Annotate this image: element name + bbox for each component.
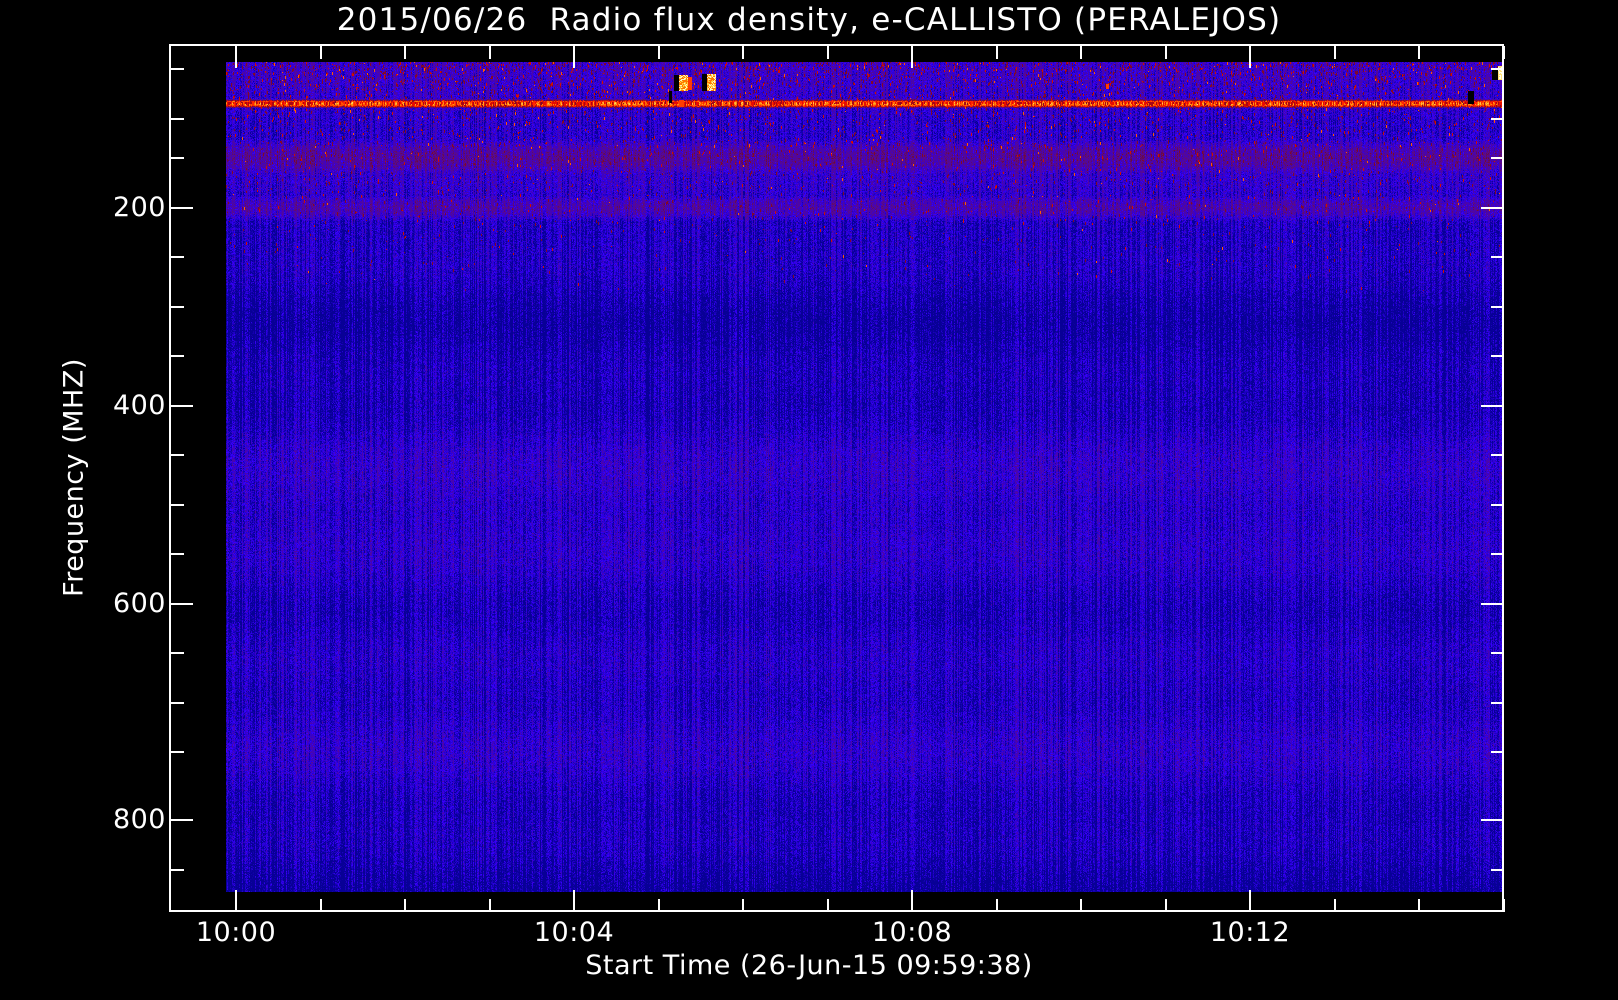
y-tick-minor bbox=[171, 256, 184, 258]
y-tick-minor-right bbox=[1491, 504, 1504, 506]
x-tick-major-top bbox=[911, 46, 913, 68]
y-tick-minor bbox=[171, 652, 184, 654]
spectrogram-image bbox=[226, 62, 1504, 892]
x-tick-minor-top bbox=[489, 46, 491, 59]
x-tick-major-1000 bbox=[235, 890, 237, 912]
y-tick-minor bbox=[171, 751, 184, 753]
y-tick-label-600: 600 bbox=[112, 588, 166, 619]
y-tick-minor-right bbox=[1491, 355, 1504, 357]
y-axis-title: Frequency (MHZ) bbox=[58, 358, 90, 597]
x-tick-minor bbox=[658, 899, 660, 912]
x-tick-minor bbox=[1503, 899, 1505, 912]
x-axis-title: Start Time (26-Jun-15 09:59:38) bbox=[585, 950, 1033, 981]
x-tick-label-1000: 10:00 bbox=[195, 917, 277, 948]
x-tick-major-top bbox=[235, 46, 237, 68]
y-tick-minor bbox=[171, 504, 184, 506]
y-tick-major-right bbox=[1481, 819, 1503, 821]
x-tick-minor-top bbox=[1418, 46, 1420, 59]
y-tick-minor bbox=[171, 157, 184, 159]
figure-title: 2015/06/26 Radio flux density, e-CALLIST… bbox=[336, 2, 1282, 38]
x-tick-major-1008 bbox=[911, 890, 913, 912]
x-tick-minor bbox=[1080, 899, 1082, 912]
y-tick-minor bbox=[171, 869, 184, 871]
y-tick-minor bbox=[171, 355, 184, 357]
y-tick-label-200: 200 bbox=[112, 192, 166, 223]
y-tick-minor-right bbox=[1491, 751, 1504, 753]
x-tick-minor-top bbox=[658, 46, 660, 59]
x-tick-minor-top bbox=[827, 46, 829, 59]
y-tick-label-400: 400 bbox=[112, 390, 166, 421]
x-tick-minor bbox=[489, 899, 491, 912]
x-tick-label-1008: 10:08 bbox=[871, 917, 953, 948]
y-tick-minor-right bbox=[1491, 702, 1504, 704]
x-tick-minor-top bbox=[1165, 46, 1167, 59]
y-tick-major-600 bbox=[171, 603, 193, 605]
y-tick-major-400 bbox=[171, 405, 193, 407]
y-tick-major-right bbox=[1481, 207, 1503, 209]
x-tick-minor-top bbox=[1503, 46, 1505, 59]
y-tick-major-right bbox=[1481, 405, 1503, 407]
y-tick-major-800 bbox=[171, 819, 193, 821]
y-tick-minor-right bbox=[1491, 454, 1504, 456]
x-tick-minor bbox=[1334, 899, 1336, 912]
x-tick-minor-top bbox=[404, 46, 406, 59]
y-tick-minor-right bbox=[1491, 256, 1504, 258]
x-tick-minor-top bbox=[996, 46, 998, 59]
x-tick-minor-top bbox=[1334, 46, 1336, 59]
x-tick-minor bbox=[1165, 899, 1167, 912]
y-tick-minor-right bbox=[1491, 306, 1504, 308]
x-tick-label-1004: 10:04 bbox=[533, 917, 615, 948]
x-tick-minor bbox=[996, 899, 998, 912]
x-tick-minor-top bbox=[320, 46, 322, 59]
y-tick-major-200 bbox=[171, 207, 193, 209]
y-tick-minor bbox=[171, 306, 184, 308]
y-tick-minor-right bbox=[1491, 869, 1504, 871]
x-tick-major-top bbox=[1249, 46, 1251, 68]
x-tick-minor bbox=[404, 899, 406, 912]
y-tick-minor bbox=[171, 68, 184, 70]
y-tick-minor-right bbox=[1491, 68, 1504, 70]
y-tick-label-800: 800 bbox=[112, 804, 166, 835]
x-tick-label-1012: 10:12 bbox=[1209, 917, 1291, 948]
y-tick-minor-right bbox=[1491, 553, 1504, 555]
x-tick-minor bbox=[827, 899, 829, 912]
x-tick-minor-top bbox=[742, 46, 744, 59]
y-tick-minor bbox=[171, 702, 184, 704]
y-tick-minor-right bbox=[1491, 652, 1504, 654]
x-tick-minor-top bbox=[1080, 46, 1082, 59]
y-tick-minor-right bbox=[1491, 157, 1504, 159]
x-tick-minor bbox=[742, 899, 744, 912]
x-tick-minor bbox=[320, 899, 322, 912]
x-tick-major-top bbox=[573, 46, 575, 68]
y-tick-minor-right bbox=[1491, 118, 1504, 120]
y-tick-major-right bbox=[1481, 603, 1503, 605]
plot-frame bbox=[169, 44, 1504, 912]
y-tick-minor bbox=[171, 454, 184, 456]
y-tick-minor bbox=[171, 553, 184, 555]
y-tick-minor bbox=[171, 118, 184, 120]
x-tick-major-1012 bbox=[1249, 890, 1251, 912]
x-tick-minor bbox=[1418, 899, 1420, 912]
x-tick-major-1004 bbox=[573, 890, 575, 912]
